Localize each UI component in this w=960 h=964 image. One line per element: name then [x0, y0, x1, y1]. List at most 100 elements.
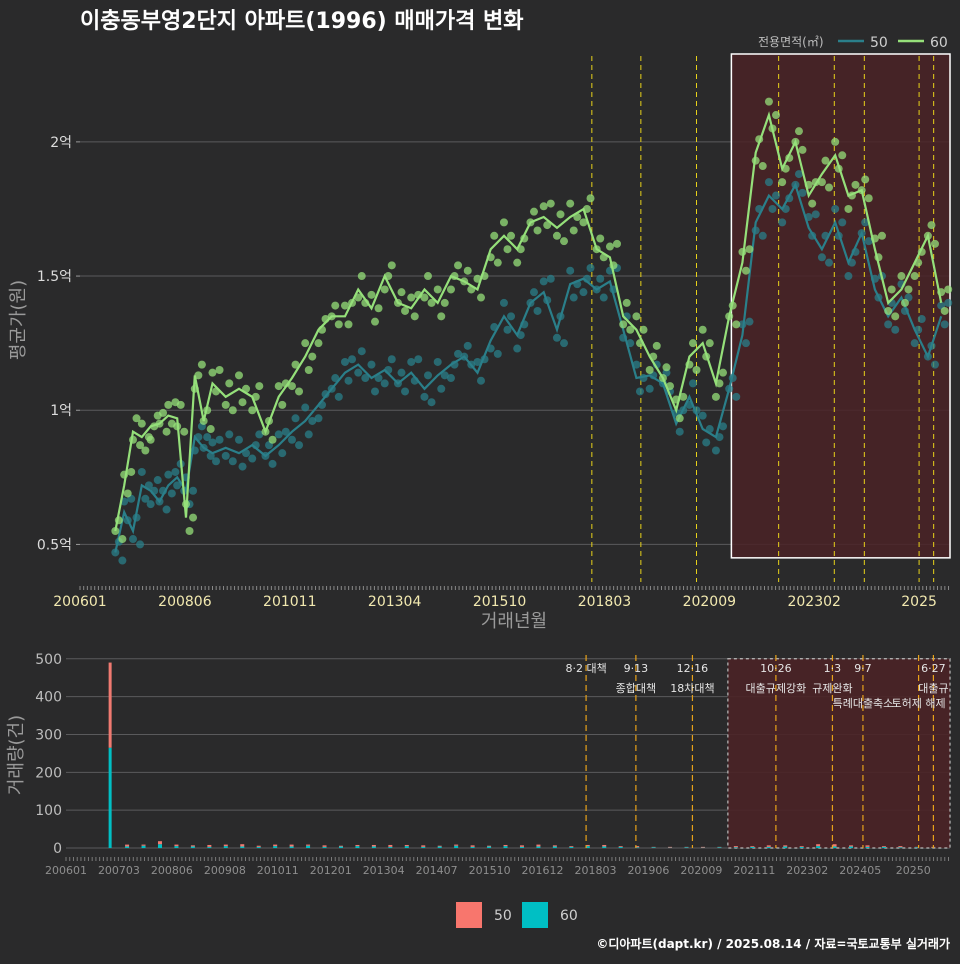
footer-credit: ©디아파트(dapt.kr) / 2025.08.14 / 자료=국토교통부 실…	[596, 936, 950, 951]
bottom-legend-label-60: 60	[560, 908, 578, 924]
series-50-point	[154, 476, 162, 484]
series-60-point	[295, 387, 303, 395]
policy-label-name: 특례대출축소	[833, 697, 894, 710]
series-50-point	[136, 540, 144, 548]
top-y-tick-label: 1.5억	[37, 269, 72, 285]
bar-50	[783, 845, 787, 846]
series-60-point	[904, 285, 912, 293]
bar-50	[865, 845, 869, 847]
series-50-point	[367, 361, 375, 369]
series-60-point	[434, 285, 442, 293]
series-50-point	[689, 379, 697, 387]
series-60-point	[314, 339, 322, 347]
series-50-point	[600, 294, 608, 302]
series-60-point	[778, 178, 786, 186]
series-60-point	[587, 194, 595, 202]
bottom-y-tick-label: 400	[35, 690, 62, 706]
series-60-point	[706, 339, 714, 347]
bar-50	[109, 663, 112, 748]
bar-60	[652, 847, 656, 848]
series-60-point	[534, 226, 542, 234]
series-50-point	[216, 436, 224, 444]
series-60-point	[653, 342, 661, 350]
bar-60	[438, 846, 442, 848]
series-60-point	[742, 267, 750, 275]
bar-60	[191, 846, 195, 848]
series-50-point	[812, 210, 820, 218]
series-50-point	[129, 535, 137, 543]
series-50-point	[534, 307, 542, 315]
bottom-x-tick-label: 201803	[575, 864, 617, 877]
series-50-point	[434, 358, 442, 366]
series-60-point	[927, 221, 935, 229]
bar-50	[224, 845, 228, 847]
series-60-point	[189, 514, 197, 522]
bar-60	[487, 846, 491, 848]
bar-50	[273, 845, 277, 847]
top-x-tick-label: 202302	[787, 594, 840, 610]
series-60-point	[225, 379, 233, 387]
series-50-point	[278, 449, 286, 457]
series-60-point	[239, 398, 247, 406]
policy-label-name: 토허제 해제	[892, 696, 946, 710]
series-50-point	[547, 275, 555, 283]
policy-label-date: 8·2 대책	[565, 662, 606, 675]
bar-50	[372, 845, 376, 847]
bar-60	[207, 847, 211, 848]
series-60-point	[808, 200, 816, 208]
series-60-point	[308, 353, 316, 361]
series-50-point	[494, 350, 502, 358]
bar-50	[504, 845, 508, 846]
series-60-point	[944, 285, 952, 293]
series-50-point	[345, 377, 353, 385]
bar-50	[125, 845, 129, 847]
bottom-x-tick-label: 201906	[627, 864, 669, 877]
series-60-point	[891, 312, 899, 320]
bar-60	[520, 847, 524, 848]
policy-label-date: 12·16	[677, 662, 709, 675]
series-60-point	[127, 468, 135, 476]
bar-50	[536, 845, 540, 847]
series-60-point	[331, 302, 339, 310]
series-60-point	[732, 320, 740, 328]
series-60-point	[255, 382, 263, 390]
series-60-point	[606, 243, 614, 251]
bar-60	[602, 846, 606, 848]
series-50-point	[420, 393, 428, 401]
series-60-point	[441, 299, 449, 307]
series-50-point	[269, 460, 277, 468]
series-60-point	[865, 194, 873, 202]
bottom-legend-swatch-50	[456, 902, 482, 928]
series-50-point	[596, 275, 604, 283]
series-60-point	[831, 138, 839, 146]
series-60-point	[825, 184, 833, 192]
series-50-point	[305, 430, 313, 438]
bar-50	[898, 846, 902, 847]
series-50-point	[838, 218, 846, 226]
bar-50	[471, 845, 475, 847]
bottom-x-tick-label: 201510	[469, 864, 511, 877]
bar-60	[454, 846, 458, 848]
series-50-point	[772, 192, 780, 200]
series-50-point	[759, 232, 767, 240]
bottom-x-tick-label: 200908	[204, 864, 246, 877]
series-50-point	[212, 457, 220, 465]
series-60-point	[503, 245, 511, 253]
bar-60	[339, 846, 343, 848]
series-50-point	[358, 347, 366, 355]
bar-50	[800, 846, 804, 847]
bottom-y-tick-label: 100	[35, 803, 62, 819]
series-50-point	[746, 318, 754, 326]
series-60-point	[844, 205, 852, 213]
series-60-point	[159, 409, 167, 417]
series-50-point	[765, 178, 773, 186]
series-60-point	[447, 285, 455, 293]
bar-60	[306, 846, 310, 848]
series-50-point	[381, 379, 389, 387]
series-60-point	[118, 535, 126, 543]
series-60-point	[712, 393, 720, 401]
series-60-point	[164, 401, 172, 409]
bar-50	[833, 844, 837, 846]
bar-60	[471, 847, 475, 848]
bar-50	[355, 845, 359, 846]
